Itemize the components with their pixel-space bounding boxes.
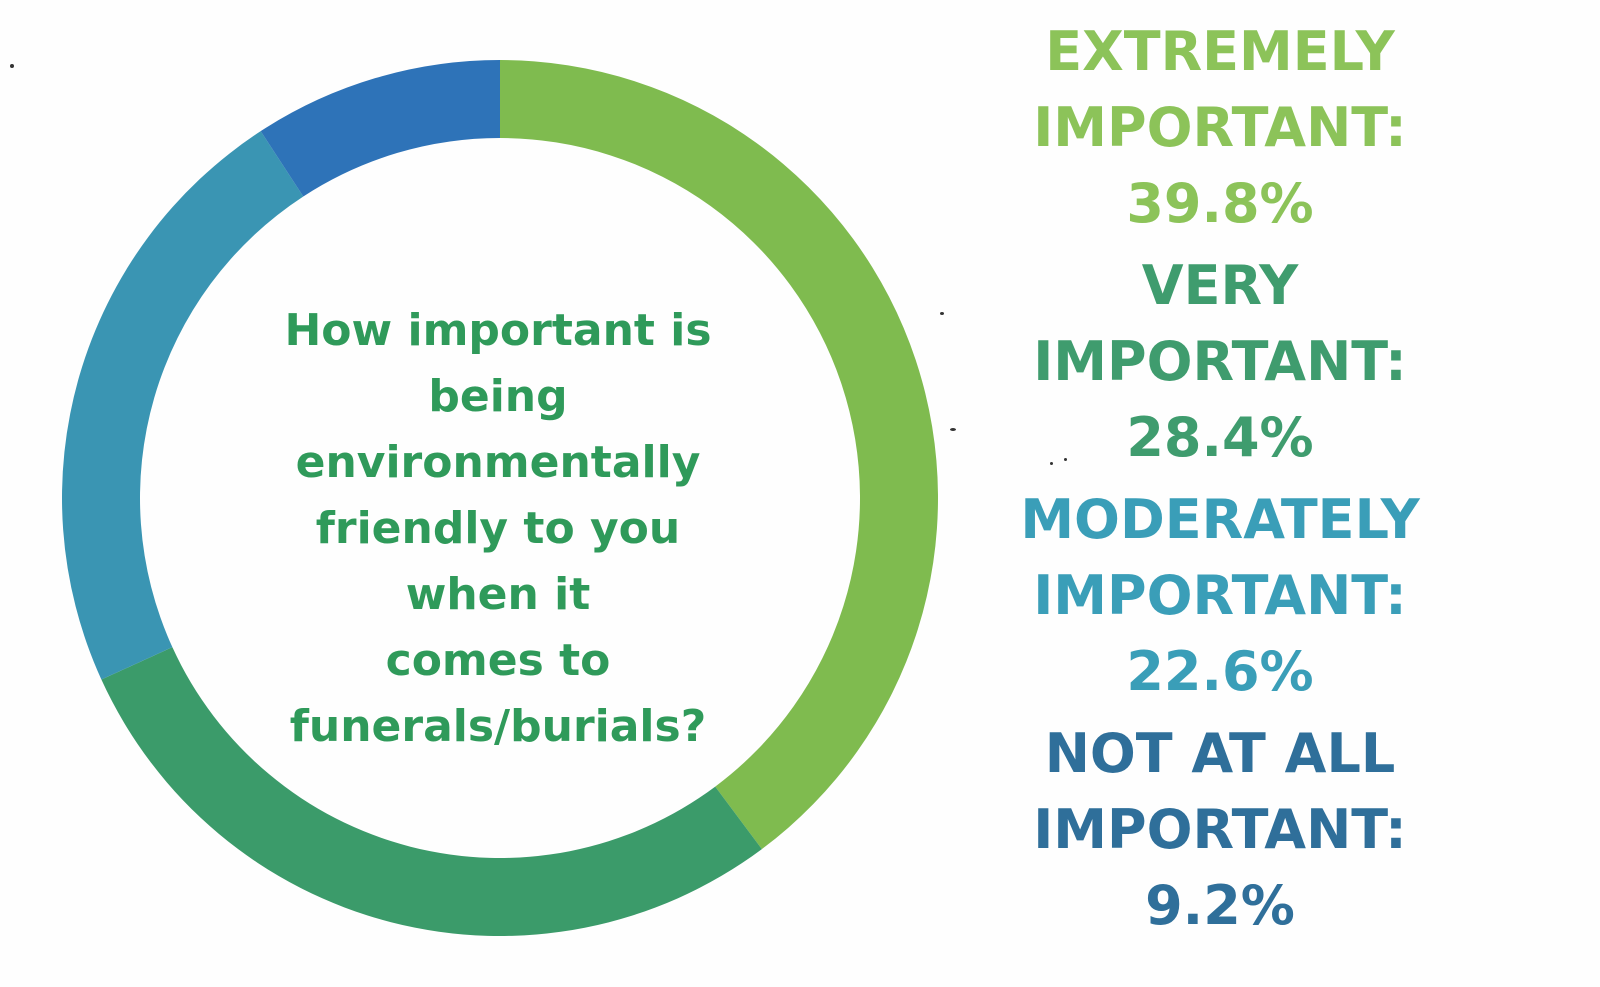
legend-label: VERY [1141, 254, 1299, 317]
scan-speck [950, 428, 956, 431]
question-line: friendly to you when it [315, 503, 681, 620]
scan-speck [940, 312, 944, 315]
legend-value: 28.4% [1126, 406, 1314, 469]
donut-svg [62, 60, 938, 936]
question-line: comes to [385, 635, 611, 686]
legend-value: 22.6% [1126, 640, 1314, 703]
scan-speck [1050, 462, 1053, 465]
legend-item-extremely-important: EXTREMELY IMPORTANT: 39.8% [1000, 14, 1440, 242]
legend-label: MODERATELY [1020, 488, 1420, 551]
legend-value: 9.2% [1145, 874, 1295, 937]
legend-label: IMPORTANT: [1033, 798, 1407, 861]
legend-item-moderately-important: MODERATELY IMPORTANT: 22.6% [1000, 482, 1440, 710]
scan-speck [1064, 458, 1067, 461]
legend-label: NOT AT ALL [1044, 722, 1396, 785]
legend-label: IMPORTANT: [1033, 564, 1407, 627]
question-line: How important is [284, 305, 712, 356]
slice-very-important [101, 647, 762, 936]
scan-speck [10, 64, 14, 68]
legend-label: EXTREMELY [1045, 20, 1395, 83]
legend-item-very-important: VERY IMPORTANT: 28.4% [1000, 248, 1440, 476]
legend-label: IMPORTANT: [1033, 96, 1407, 159]
question-line: being [428, 371, 568, 422]
question-line: funerals/burials? [289, 701, 707, 752]
legend-label: IMPORTANT: [1033, 330, 1407, 393]
question-line: environmentally [295, 437, 701, 488]
chart-question: How important is being environmentally f… [248, 298, 748, 760]
chart-legend: EXTREMELY IMPORTANT: 39.8% VERY IMPORTAN… [1000, 14, 1440, 944]
legend-value: 39.8% [1126, 172, 1314, 235]
slice-not-at-all-important [260, 60, 500, 197]
slice-extremely-important [500, 60, 938, 850]
donut-chart: How important is being environmentally f… [60, 58, 940, 938]
slice-moderately-important [62, 131, 304, 680]
legend-item-not-at-all-important: NOT AT ALL IMPORTANT: 9.2% [1000, 716, 1440, 944]
